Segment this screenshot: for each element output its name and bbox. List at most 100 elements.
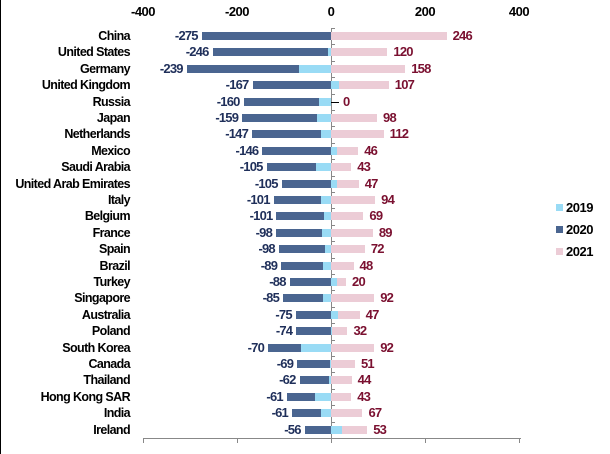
- data-label-2020: -98: [258, 241, 275, 257]
- data-label-2020: -101: [249, 208, 274, 224]
- data-label-2020: -89: [260, 257, 278, 273]
- bar-2019: [331, 146, 337, 155]
- zero-axis-tick: [331, 28, 335, 29]
- data-label-2021: 48: [359, 257, 374, 273]
- chart-row: United Kingdom -167 107: [0, 77, 610, 93]
- data-label-2021: 94: [381, 192, 395, 207]
- chart-row: Australia -75 47: [0, 307, 610, 323]
- category-label: Hong Kong SAR: [40, 389, 131, 404]
- data-label-2020: -101: [246, 192, 271, 207]
- chart-row: Saudi Arabia -105 43: [0, 159, 610, 175]
- category-label: Australia: [81, 307, 131, 322]
- category-label: Belgium: [84, 209, 131, 224]
- zero-axis-tick: [331, 224, 335, 226]
- chart-row: Russia -160 0: [0, 94, 610, 110]
- zero-axis-tick: [331, 290, 335, 292]
- zero-axis-tick: [331, 175, 335, 177]
- chart-row: France -98 89: [0, 225, 610, 241]
- bar-2020: [283, 294, 323, 303]
- chart-row: Mexico -146 46: [0, 143, 610, 159]
- bar-2020: [276, 228, 323, 237]
- bar-2020: [243, 97, 319, 106]
- legend-item-2019: 2019: [556, 196, 593, 218]
- data-label-2021: 112: [389, 126, 409, 142]
- bar-2020: [252, 81, 331, 90]
- bar-2021: [331, 294, 375, 303]
- bar-2019: [331, 310, 338, 319]
- bar-2020: [268, 343, 301, 352]
- bar-2020: [262, 146, 331, 155]
- bar-2019: [328, 376, 331, 385]
- chart-row: Singapore -85 92: [0, 290, 610, 306]
- bar-2019: [323, 212, 331, 221]
- legend-label: 2021: [566, 243, 593, 259]
- data-label-2021: 69: [369, 208, 383, 224]
- bar-2019: [324, 245, 331, 254]
- chart-row: India -61 67: [0, 405, 610, 421]
- chart-row: China -275 246: [0, 28, 610, 44]
- data-label-2021: 107: [394, 77, 415, 93]
- zero-axis-tick: [331, 388, 335, 390]
- bar-2020: [276, 212, 324, 221]
- bar-2020: [278, 245, 325, 254]
- bar-2019: [316, 114, 331, 122]
- data-label-2020: -62: [279, 372, 296, 388]
- bar-2021: [331, 343, 375, 352]
- bar-2019: [331, 278, 337, 286]
- x-axis-tick: [425, 438, 426, 443]
- data-label-2021: 32: [353, 323, 367, 339]
- category-label: South Korea: [62, 340, 130, 355]
- data-label-2021: 47: [365, 306, 380, 322]
- bar-2019: [299, 64, 331, 73]
- data-label-2021: 20: [352, 274, 366, 289]
- zero-axis-tick: [331, 323, 335, 325]
- data-label-2020: -239: [159, 60, 184, 76]
- bar-2019: [320, 409, 331, 418]
- category-label: United States: [57, 45, 131, 60]
- data-label-2021: 158: [411, 60, 431, 76]
- bar-2020: [291, 409, 321, 418]
- x-axis-tick: [519, 438, 520, 443]
- bar-2019: [331, 81, 339, 90]
- bar-2021: [336, 146, 359, 155]
- data-label-2021: 92: [380, 339, 394, 355]
- x-axis-tick: [331, 438, 332, 443]
- zero-axis-tick: [331, 159, 335, 161]
- category-label: China: [98, 29, 130, 43]
- category-label: Spain: [98, 242, 131, 257]
- bar-2020: [201, 32, 331, 40]
- bar-2020: [281, 179, 331, 188]
- category-label: Brazil: [99, 258, 131, 273]
- category-label: Turkey: [93, 275, 131, 289]
- x-axis-tick: [143, 438, 144, 443]
- category-label: Poland: [91, 324, 131, 339]
- data-label-2021: 47: [364, 175, 379, 191]
- bar-2020: [299, 376, 329, 385]
- chart-frame-left-border: [0, 0, 1, 454]
- bar-2020: [186, 64, 300, 73]
- bar-2020: [289, 278, 331, 286]
- data-label-2021: 0: [343, 93, 350, 109]
- bar-2021: [338, 81, 389, 90]
- data-label-2020: -246: [185, 44, 210, 60]
- bar-2019: [321, 196, 331, 204]
- leader-line: [331, 101, 339, 103]
- bar-2019: [315, 163, 331, 172]
- bar-2020: [304, 425, 331, 434]
- category-label: France: [92, 225, 131, 240]
- bar-2021: [336, 278, 347, 286]
- data-label-2021: 43: [357, 159, 371, 175]
- legend: 2019 2020 2021: [556, 196, 593, 262]
- bar-2020: [266, 163, 316, 172]
- bar-2019: [329, 360, 331, 368]
- bar-2021: [332, 327, 348, 336]
- legend-swatch-2019: [556, 203, 563, 211]
- chart-row: Japan -159 98: [0, 110, 610, 126]
- data-label-2020: -74: [275, 323, 293, 339]
- bar-2021: [331, 163, 352, 172]
- bar-2020: [297, 360, 330, 368]
- category-label: Netherlands: [64, 127, 130, 142]
- bar-2020: [286, 392, 316, 401]
- bar-2021: [331, 212, 364, 221]
